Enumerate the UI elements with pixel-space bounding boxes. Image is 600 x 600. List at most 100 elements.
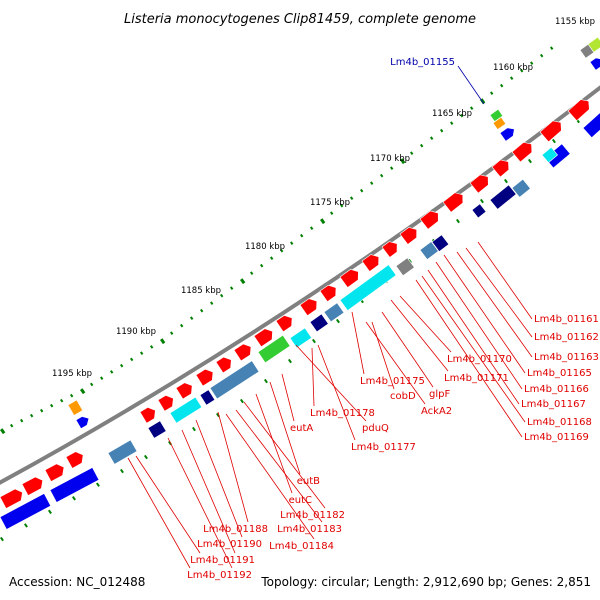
forward-cds-arrow bbox=[419, 210, 439, 230]
gene-labels: Lm4b_01155 Lm4b_01161 Lm4b_01162 Lm4b_01163… bbox=[187, 57, 599, 581]
leader-line bbox=[317, 344, 356, 441]
forward-cds-arrow bbox=[195, 368, 214, 387]
tick-dot bbox=[470, 106, 474, 110]
gene-label: pduQ bbox=[362, 423, 389, 434]
forward-cds-arrow bbox=[275, 315, 293, 333]
tick-dot bbox=[0, 428, 6, 435]
forward-cds-arrow bbox=[442, 192, 464, 213]
leader-line bbox=[255, 393, 293, 494]
leader-line bbox=[135, 455, 201, 554]
forward-cds-arrow bbox=[139, 407, 156, 424]
leader-line bbox=[435, 261, 523, 390]
gene-label: Lm4b_01192 bbox=[187, 570, 252, 581]
tick-dot bbox=[280, 248, 284, 253]
tick-dot bbox=[0, 536, 4, 542]
tick-dot bbox=[490, 91, 494, 95]
tick-dot bbox=[239, 278, 246, 285]
leader-line bbox=[390, 299, 449, 372]
kbp-label: 1185 kbp bbox=[181, 286, 221, 296]
tick-dot bbox=[440, 128, 444, 133]
forward-cds-arrow bbox=[539, 120, 562, 143]
kbp-label: 1155 kbp bbox=[555, 17, 595, 27]
tick-dot bbox=[260, 263, 264, 268]
accession-text: Accession: NC_012488 bbox=[9, 575, 145, 589]
tick-dot bbox=[96, 482, 100, 487]
forward-cds-arrow bbox=[157, 395, 174, 412]
tick-dot bbox=[192, 426, 196, 432]
forward-cds-arrow bbox=[0, 488, 23, 509]
complement-feature bbox=[107, 439, 138, 465]
orange-feature bbox=[67, 399, 84, 416]
gene-label: Lm4b_01161 bbox=[534, 314, 599, 325]
leader-line bbox=[225, 413, 315, 540]
forward-cds-arrow bbox=[175, 382, 193, 400]
map-title: Listeria monocytogenes Clip81459, comple… bbox=[124, 12, 476, 27]
forward-cds-arrow bbox=[44, 463, 65, 482]
leader-line bbox=[243, 401, 326, 509]
leader-line bbox=[269, 381, 301, 475]
leader-line bbox=[181, 429, 236, 554]
gene-label: Lm4b_01177 bbox=[351, 442, 416, 453]
tick-dot bbox=[459, 113, 464, 118]
tick-dot bbox=[170, 331, 174, 335]
tick-dot bbox=[229, 286, 234, 290]
tick-dots bbox=[0, 46, 580, 542]
leader-line bbox=[217, 411, 249, 523]
tick-dot bbox=[179, 323, 184, 328]
forward-cds-arrow bbox=[469, 174, 489, 194]
forward-cds-arrow bbox=[399, 227, 417, 245]
gene-label: Lm4b_01167 bbox=[521, 399, 586, 410]
forward-cds-arrow bbox=[361, 254, 380, 272]
tick-dot bbox=[528, 158, 532, 164]
tick-dot bbox=[190, 316, 194, 320]
forward-cds-arrow bbox=[65, 451, 84, 469]
tick-dot bbox=[520, 68, 524, 73]
tick-dot bbox=[329, 211, 334, 215]
gene-label: Lm4b_01188 bbox=[203, 524, 268, 535]
gene-label: Lm4b_01175 bbox=[360, 376, 425, 387]
tick-dot bbox=[390, 166, 394, 170]
complement-feature bbox=[489, 184, 517, 210]
gene-label: Lm4b_01163 bbox=[534, 352, 599, 363]
tick-dot bbox=[379, 173, 384, 178]
kbp-label: 1180 kbp bbox=[245, 242, 285, 252]
tick-dot bbox=[540, 53, 544, 58]
gene-label: eutC bbox=[289, 495, 312, 506]
leader-line bbox=[281, 373, 295, 422]
tick-dot bbox=[47, 509, 52, 515]
leader-line bbox=[195, 419, 243, 538]
kbp-label: 1165 kbp bbox=[432, 109, 472, 119]
tick-dot bbox=[420, 143, 424, 148]
tick-dot bbox=[109, 370, 114, 374]
tick-dot bbox=[335, 318, 340, 324]
gene-label: Lm4b_01183 bbox=[277, 524, 342, 535]
complement-feature bbox=[49, 467, 100, 503]
tick-dot bbox=[150, 345, 154, 349]
leader-line bbox=[351, 311, 365, 375]
gene-label: Lm4b_01190 bbox=[197, 539, 262, 550]
highlight-gene-label: Lm4b_01155 bbox=[390, 57, 455, 68]
forward-cds-arrow bbox=[491, 159, 510, 178]
gene-label: Lm4b_01191 bbox=[190, 555, 255, 566]
leader-line bbox=[421, 275, 526, 423]
complement-feature bbox=[323, 302, 345, 323]
kbp-label: 1190 kbp bbox=[116, 327, 156, 337]
complement-feature bbox=[395, 257, 415, 277]
gene-label: Lm4b_01165 bbox=[527, 368, 592, 379]
tick-dot bbox=[144, 454, 148, 460]
forward-cds-arrow bbox=[253, 328, 273, 348]
tick-dot bbox=[159, 338, 166, 345]
gene-label: Lm4b_01184 bbox=[269, 541, 334, 552]
tick-dot bbox=[310, 226, 314, 230]
kbp-label: 1160 kbp bbox=[493, 63, 533, 73]
complement-feature bbox=[199, 389, 216, 406]
leader-line bbox=[477, 241, 533, 320]
complement-feature bbox=[419, 241, 439, 261]
tick-dot bbox=[504, 178, 508, 184]
complement-feature bbox=[582, 107, 600, 139]
gene-label: glpF bbox=[429, 389, 450, 400]
leader-line bbox=[415, 279, 523, 438]
tick-dot bbox=[550, 46, 554, 50]
complement-feature bbox=[169, 396, 203, 424]
